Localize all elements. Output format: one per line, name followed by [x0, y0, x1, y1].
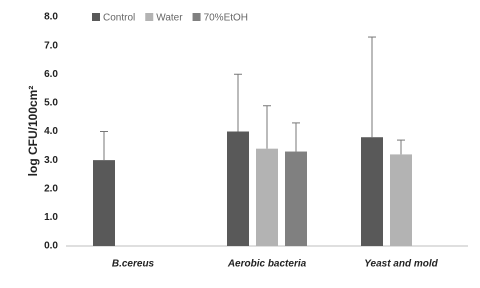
y-tick-label: 6.0 — [44, 69, 58, 80]
x-tick-label: Aerobic bacteria — [227, 259, 307, 270]
bar — [227, 131, 249, 246]
legend-swatch — [145, 13, 154, 21]
bar — [390, 154, 412, 246]
bar — [285, 151, 307, 246]
error-bar — [234, 73, 242, 132]
bar — [361, 137, 383, 246]
legend-label: 70%EtOH — [204, 13, 248, 24]
y-tick-label: 3.0 — [44, 155, 58, 166]
legend-label: Control — [103, 13, 135, 24]
y-tick-label: 0.0 — [44, 241, 58, 252]
error-bar — [100, 131, 108, 161]
legend-swatch — [192, 13, 201, 21]
error-bar — [263, 105, 271, 149]
y-tick-label: 2.0 — [44, 183, 58, 194]
bar — [256, 148, 278, 246]
legend-label: Water — [156, 13, 183, 24]
error-bar — [397, 139, 405, 155]
legend-swatch — [92, 13, 100, 21]
y-tick-label: 8.0 — [44, 12, 58, 23]
y-tick-label: 1.0 — [44, 212, 58, 223]
x-tick-label: B.cereus — [112, 259, 155, 270]
bar — [93, 160, 115, 246]
error-bar — [292, 122, 300, 152]
y-tick-label: 4.0 — [44, 126, 58, 137]
y-tick-label: 5.0 — [44, 98, 58, 109]
x-tick-label: Yeast and mold — [364, 259, 438, 270]
error-bar — [368, 36, 376, 138]
y-axis-label: log CFU/100cm² — [26, 86, 40, 177]
y-tick-label: 7.0 — [44, 40, 58, 51]
